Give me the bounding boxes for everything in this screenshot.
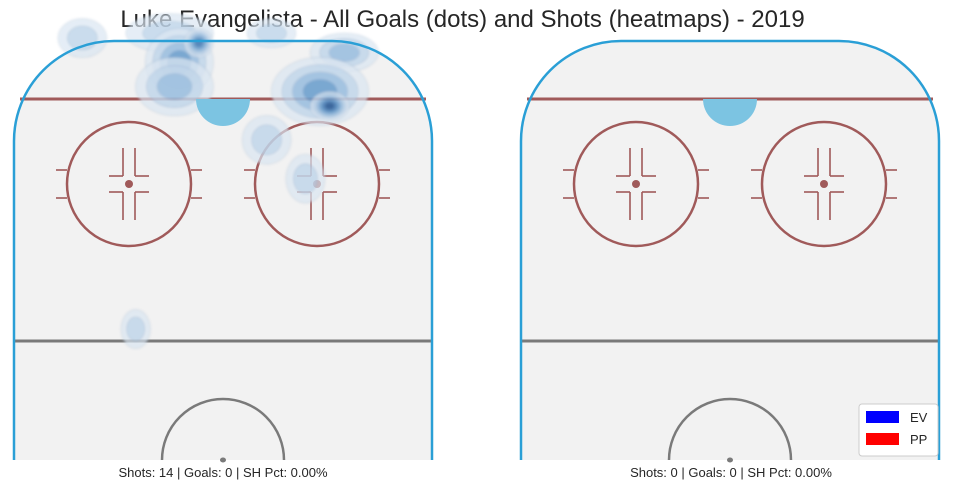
rink-boards — [12, 39, 434, 460]
center-dot — [220, 457, 226, 463]
center-circle-arc — [667, 397, 793, 461]
faceoff-dot-left — [125, 180, 133, 188]
center-circle-arc — [160, 397, 286, 461]
rink-surface — [521, 41, 939, 460]
rink-boards — [519, 39, 941, 460]
caption-right: Shots: 0 | Goals: 0 | SH Pct: 0.00% — [630, 465, 832, 480]
legend: EV PP — [858, 403, 939, 457]
heat-contour-4-2 — [156, 73, 193, 100]
heat-contour-10-1 — [293, 163, 318, 194]
goal-crease — [703, 99, 757, 126]
heat-contour-8-5 — [324, 102, 335, 110]
goal-crease — [196, 99, 250, 126]
heat-contour-9-1 — [251, 124, 282, 156]
heat-contour-11-1 — [126, 316, 145, 342]
heat-contour-5-1 — [256, 23, 287, 43]
center-dot — [727, 457, 733, 463]
chart-title: Luke Evangelista - All Goals (dots) and … — [120, 6, 805, 33]
shot-heatmap — [57, 13, 379, 349]
caption-left: Shots: 14 | Goals: 0 | SH Pct: 0.00% — [118, 465, 328, 480]
faceoff-circle-left — [572, 120, 700, 248]
legend-label-ev: EV — [910, 410, 928, 425]
legend-label-pp: PP — [910, 432, 927, 447]
faceoff-circle-left — [65, 120, 193, 248]
heat-contour-6-2 — [328, 43, 360, 62]
legend-swatch-pp — [866, 433, 899, 445]
rink-panel-left — [12, 13, 434, 463]
rink-surface — [14, 41, 432, 460]
faceoff-dot-left — [632, 180, 640, 188]
rink-panel-right — [519, 39, 941, 463]
faceoff-dot-right — [820, 180, 828, 188]
faceoff-circle-right — [760, 120, 888, 248]
legend-swatch-ev — [866, 411, 899, 423]
